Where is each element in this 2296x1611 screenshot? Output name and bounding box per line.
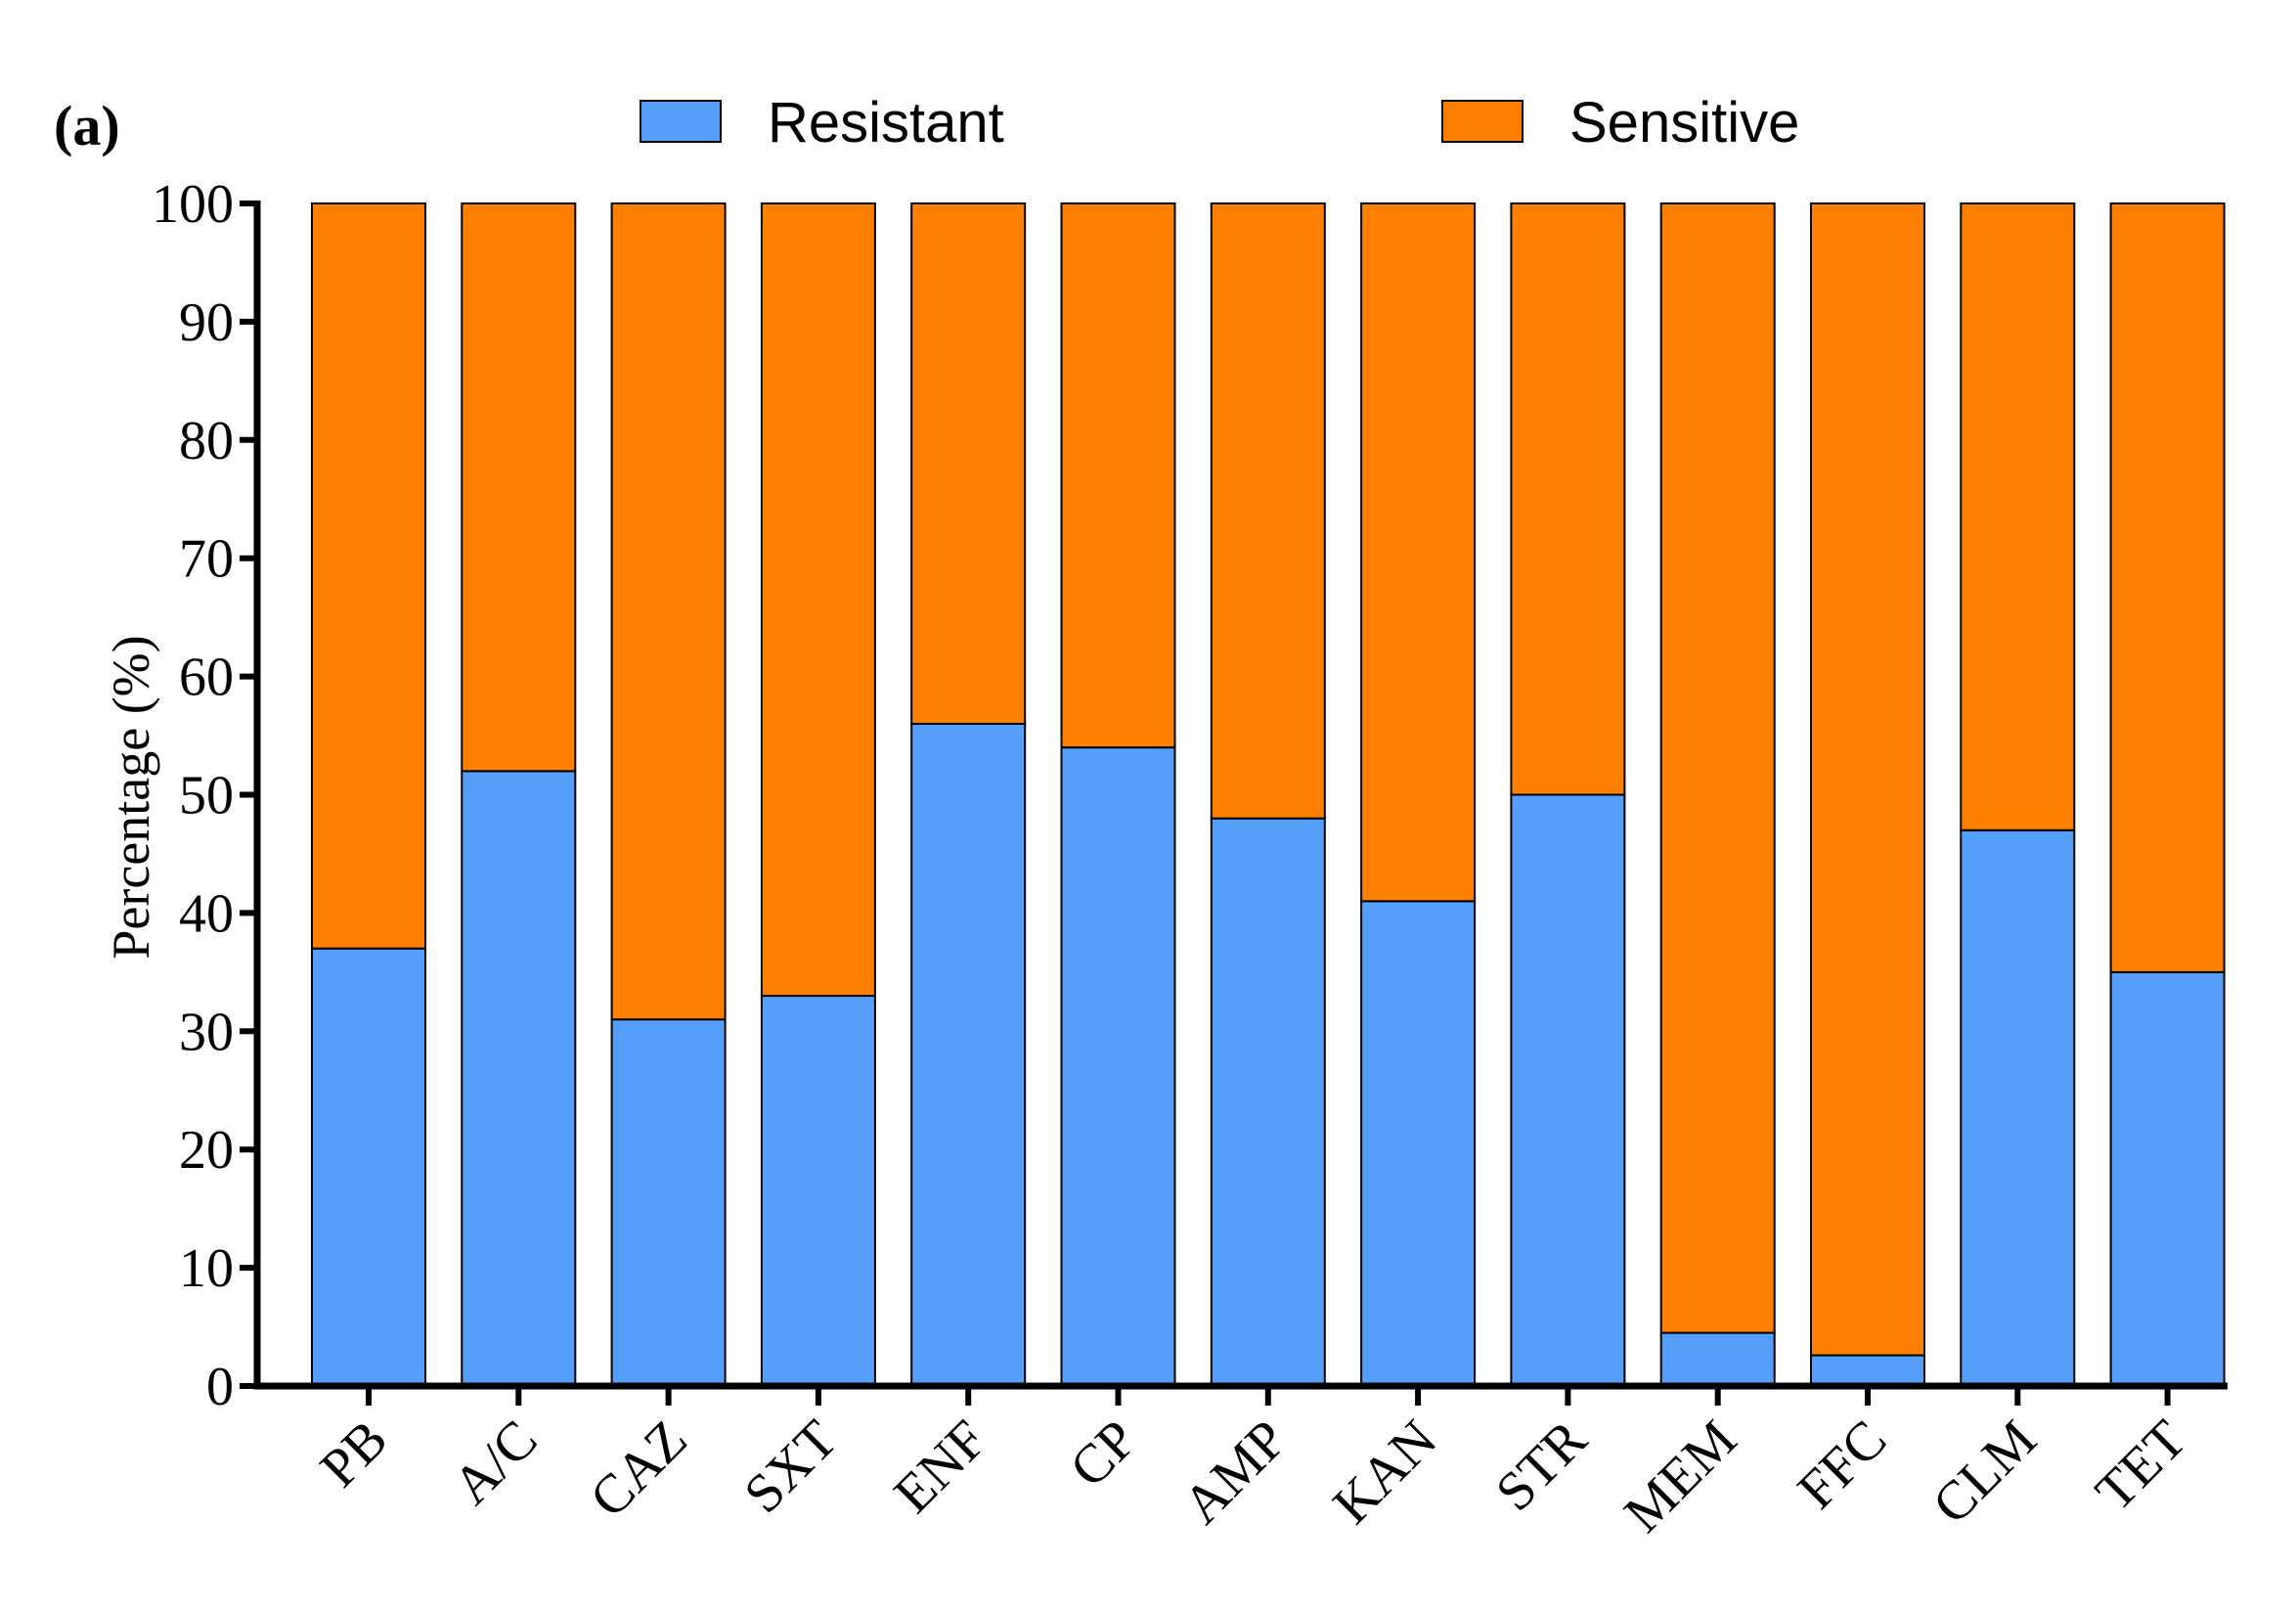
legend-swatch-sensitive — [1441, 100, 1523, 143]
x-tick-label-cp: CP — [1058, 1409, 1148, 1499]
bar-resistant-kan — [1360, 900, 1477, 1387]
bar-sensitive-ffc — [1810, 202, 1925, 1357]
x-tick-label-mem: MEM — [1612, 1409, 1747, 1544]
bar-sensitive-clm — [1960, 202, 2076, 831]
bar-sensitive-sxt — [760, 202, 876, 998]
x-tick-label-clm: CLM — [1921, 1409, 2049, 1536]
bar-sensitive-pb — [311, 202, 426, 950]
bar-resistant-cp — [1060, 746, 1176, 1387]
x-tick-label-amp: AMP — [1171, 1409, 1299, 1536]
y-tick-label-90: 90 — [179, 292, 234, 353]
bar-sensitive-amp — [1210, 202, 1326, 820]
x-ticks-group: PB A/C CAZ SXT ENF CP AMP KAN STR MEM FFC CLM TET — [309, 1386, 2198, 1544]
bars-group — [311, 202, 2226, 1388]
panel-label: (a) — [54, 94, 120, 157]
y-tick-label-70: 70 — [179, 529, 234, 590]
bar-resistant-sxt — [760, 995, 876, 1388]
x-tick-label-tet: TET — [2084, 1409, 2197, 1522]
y-tick-label-20: 20 — [179, 1120, 234, 1181]
legend-label-resistant: Resistant — [768, 91, 1004, 155]
legend-swatch-resistant — [640, 100, 722, 143]
y-tick-label-60: 60 — [179, 648, 234, 708]
bar-sensitive-ac — [461, 202, 577, 773]
bar-sensitive-caz — [610, 202, 727, 1021]
bar-resistant-caz — [610, 1018, 727, 1387]
y-tick-label-100: 100 — [152, 174, 234, 235]
bar-resistant-ffc — [1810, 1354, 1925, 1388]
legend-label-sensitive: Sensitive — [1569, 91, 1799, 155]
bar-resistant-tet — [2109, 970, 2226, 1387]
bar-sensitive-kan — [1360, 202, 1477, 903]
y-ticks-group: 0 10 20 30 40 50 60 70 80 90 100 — [152, 174, 257, 1417]
x-tick-label-enf: ENF — [883, 1409, 999, 1525]
bar-resistant-clm — [1960, 828, 2076, 1387]
legend: Resistant Sensitive — [640, 91, 1799, 155]
x-tick-label-caz: CAZ — [579, 1409, 699, 1529]
bar-resistant-mem — [1659, 1331, 1776, 1387]
bar-sensitive-str — [1510, 202, 1626, 796]
y-tick-label-10: 10 — [179, 1238, 234, 1299]
y-tick-label-50: 50 — [179, 766, 234, 827]
y-axis-title: Percentage (%) — [102, 635, 160, 959]
y-tick-label-0: 0 — [206, 1357, 234, 1417]
bar-resistant-enf — [910, 722, 1027, 1387]
x-tick-label-pb: PB — [309, 1409, 399, 1499]
bar-resistant-amp — [1210, 817, 1326, 1387]
x-tick-label-kan: KAN — [1322, 1409, 1449, 1536]
bar-sensitive-tet — [2109, 202, 2226, 973]
x-tick-label-str: STR — [1484, 1409, 1599, 1523]
bar-sensitive-cp — [1060, 202, 1176, 749]
x-tick-label-sxt: SXT — [732, 1409, 849, 1525]
y-tick-label-40: 40 — [179, 883, 234, 944]
bar-resistant-str — [1510, 793, 1626, 1387]
bar-resistant-pb — [311, 947, 426, 1387]
bar-sensitive-mem — [1659, 202, 1776, 1334]
bar-sensitive-enf — [910, 202, 1027, 725]
x-tick-label-ffc: FFC — [1787, 1409, 1898, 1520]
x-tick-label-ac: A/C — [442, 1409, 550, 1516]
y-tick-label-80: 80 — [179, 411, 234, 471]
bar-resistant-ac — [461, 770, 577, 1387]
y-tick-label-30: 30 — [179, 1002, 234, 1062]
